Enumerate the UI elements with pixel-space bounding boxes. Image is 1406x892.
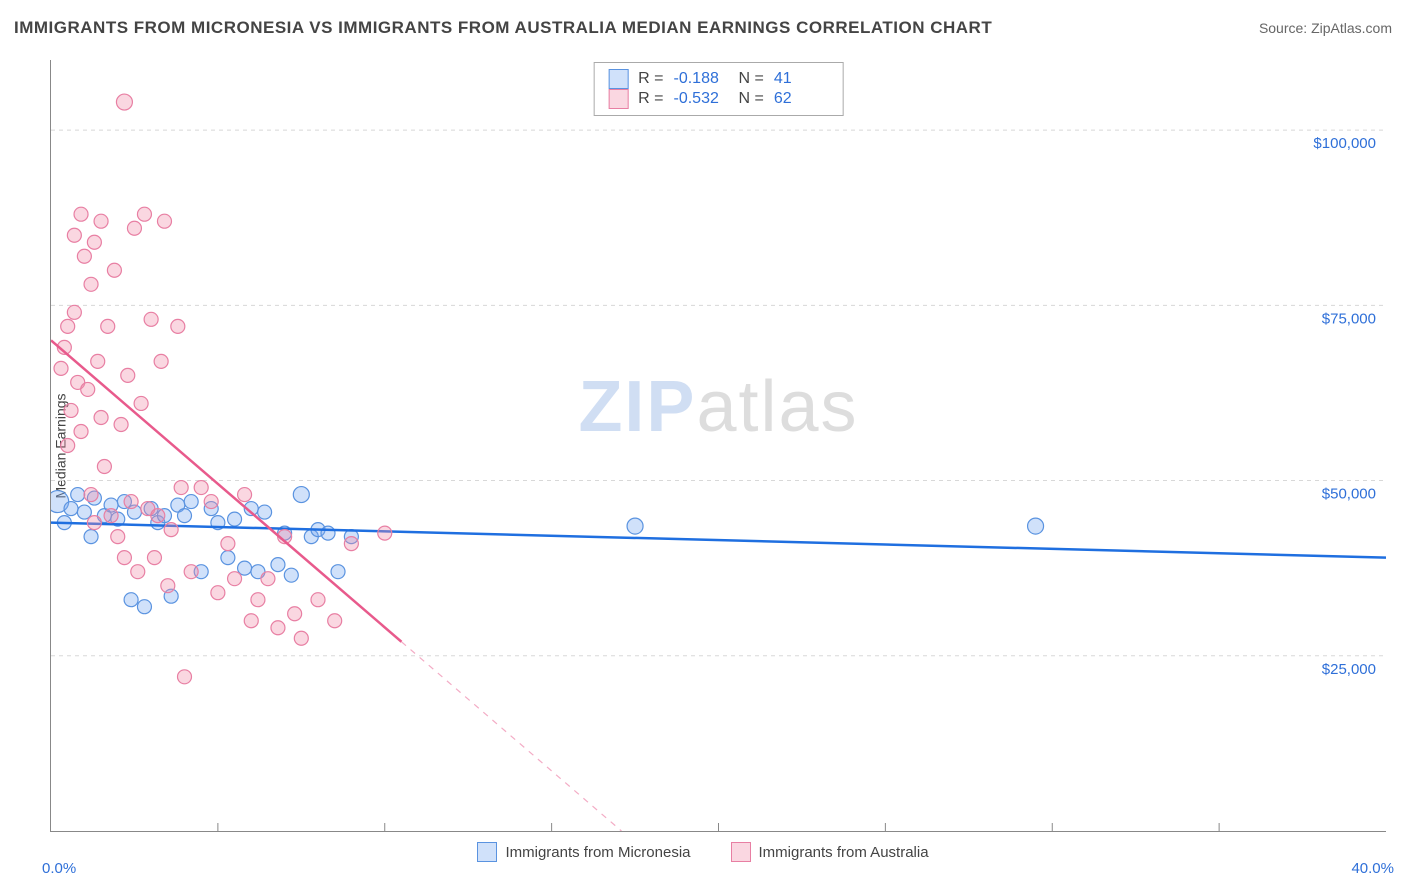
n-label-2: N =	[739, 90, 764, 108]
svg-text:$100,000: $100,000	[1313, 135, 1376, 152]
source-link[interactable]: ZipAtlas.com	[1311, 20, 1392, 36]
title-bar: IMMIGRANTS FROM MICRONESIA VS IMMIGRANTS…	[14, 18, 1392, 38]
chart-title: IMMIGRANTS FROM MICRONESIA VS IMMIGRANTS…	[14, 18, 992, 38]
x-axis-start: 0.0%	[42, 860, 76, 877]
chart-container: IMMIGRANTS FROM MICRONESIA VS IMMIGRANTS…	[0, 0, 1406, 892]
correlation-row-1: R = -0.188 N = 41	[608, 69, 829, 89]
r-label-2: R =	[638, 90, 663, 108]
svg-text:$50,000: $50,000	[1322, 486, 1376, 503]
n-value-2: 62	[774, 90, 829, 108]
legend-swatch-micronesia	[477, 842, 497, 862]
legend-label-micronesia: Immigrants from Micronesia	[505, 844, 690, 861]
legend-item-australia: Immigrants from Australia	[731, 842, 929, 862]
r-value-1: -0.188	[674, 70, 729, 88]
swatch-australia	[608, 89, 628, 109]
r-value-2: -0.532	[674, 90, 729, 108]
r-label-1: R =	[638, 70, 663, 88]
x-axis-end: 40.0%	[1351, 860, 1394, 877]
correlation-legend: R = -0.188 N = 41 R = -0.532 N = 62	[593, 62, 844, 116]
source-attribution: Source: ZipAtlas.com	[1259, 20, 1392, 36]
n-value-1: 41	[774, 70, 829, 88]
plot-area: $25,000$50,000$75,000$100,000 ZIPatlas R…	[50, 60, 1386, 832]
legend-item-micronesia: Immigrants from Micronesia	[477, 842, 690, 862]
source-prefix: Source:	[1259, 20, 1311, 36]
legend-label-australia: Immigrants from Australia	[759, 844, 929, 861]
n-label-1: N =	[739, 70, 764, 88]
legend-swatch-australia	[731, 842, 751, 862]
svg-text:$75,000: $75,000	[1322, 310, 1376, 327]
series-legend: Immigrants from Micronesia Immigrants fr…	[0, 842, 1406, 862]
chart-svg: $25,000 $50,000 $75,000 $100,000	[51, 60, 1386, 831]
svg-text:$25,000: $25,000	[1322, 661, 1376, 678]
swatch-micronesia	[608, 69, 628, 89]
correlation-row-2: R = -0.532 N = 62	[608, 89, 829, 109]
